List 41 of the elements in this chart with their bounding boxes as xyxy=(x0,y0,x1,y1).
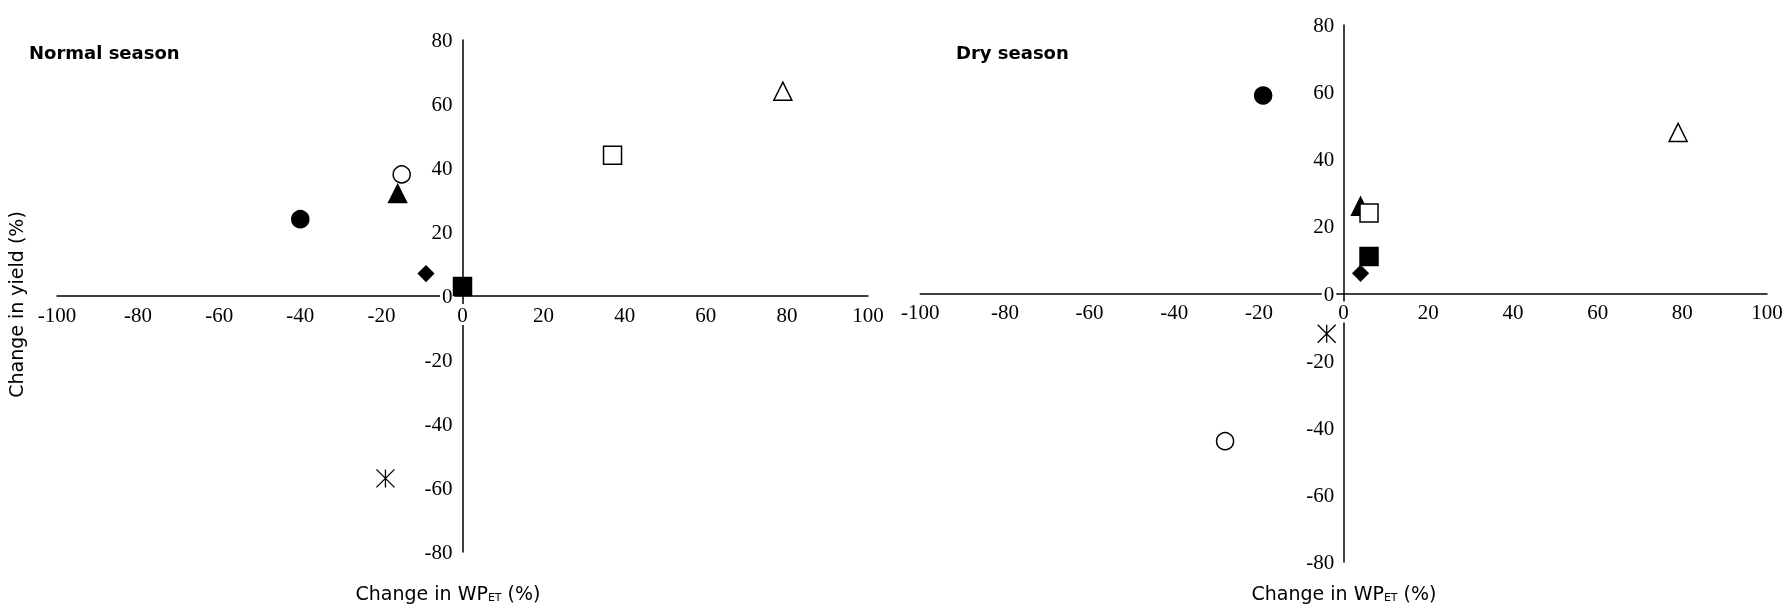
x-tick-label: 100 xyxy=(1751,300,1783,324)
y-tick-label: 80 xyxy=(1313,13,1335,37)
x-tick-label: -40 xyxy=(286,302,315,327)
x-tick-label: -80 xyxy=(990,300,1019,324)
y-tick-label: -60 xyxy=(1306,482,1335,507)
y-tick-label: 20 xyxy=(1313,214,1335,239)
y-tick-label: -20 xyxy=(424,348,453,372)
x-tick-label: -20 xyxy=(1244,300,1273,324)
y-tick-label: -40 xyxy=(1306,415,1335,440)
y-tick-label: -80 xyxy=(1306,550,1335,574)
y-tick-label: 60 xyxy=(431,92,453,116)
chart-title: Normal season xyxy=(29,41,180,63)
y-tick-label: -60 xyxy=(424,476,453,500)
y-tick-label: 80 xyxy=(431,28,453,52)
x-tick-label: 60 xyxy=(695,302,717,327)
x-tick-label: 40 xyxy=(1502,300,1524,324)
x-tick-label: -100 xyxy=(37,302,77,327)
y-axis-title: Change in yield (%) xyxy=(4,211,27,398)
x-tick-label: 20 xyxy=(1417,300,1439,324)
x-tick-label: 80 xyxy=(776,302,798,327)
x-tick-label: -40 xyxy=(1160,300,1189,324)
y-tick-label: 40 xyxy=(1313,147,1335,172)
x-tick-label: 80 xyxy=(1671,300,1693,324)
y-tick-label: -80 xyxy=(424,540,453,564)
y-tick-label: 0 xyxy=(442,284,453,308)
x-tick-label: 100 xyxy=(852,302,884,327)
y-tick-label: 40 xyxy=(431,156,453,180)
x-tick-label: 20 xyxy=(533,302,555,327)
x-tick-label: -80 xyxy=(124,302,153,327)
x-tick-label: -60 xyxy=(1075,300,1104,324)
x-tick-label: -60 xyxy=(205,302,234,327)
y-tick-label: -40 xyxy=(424,412,453,436)
x-tick-label: -100 xyxy=(901,300,940,324)
y-tick-label: 60 xyxy=(1313,80,1335,105)
x-tick-label: -20 xyxy=(367,302,396,327)
x-tick-label: 40 xyxy=(614,302,636,327)
y-tick-label: 20 xyxy=(431,220,453,244)
x-tick-label: 60 xyxy=(1587,300,1609,324)
y-tick-label: -20 xyxy=(1306,348,1335,373)
y-tick-label: 0 xyxy=(1323,281,1335,306)
text: Dry season xyxy=(956,41,1069,63)
